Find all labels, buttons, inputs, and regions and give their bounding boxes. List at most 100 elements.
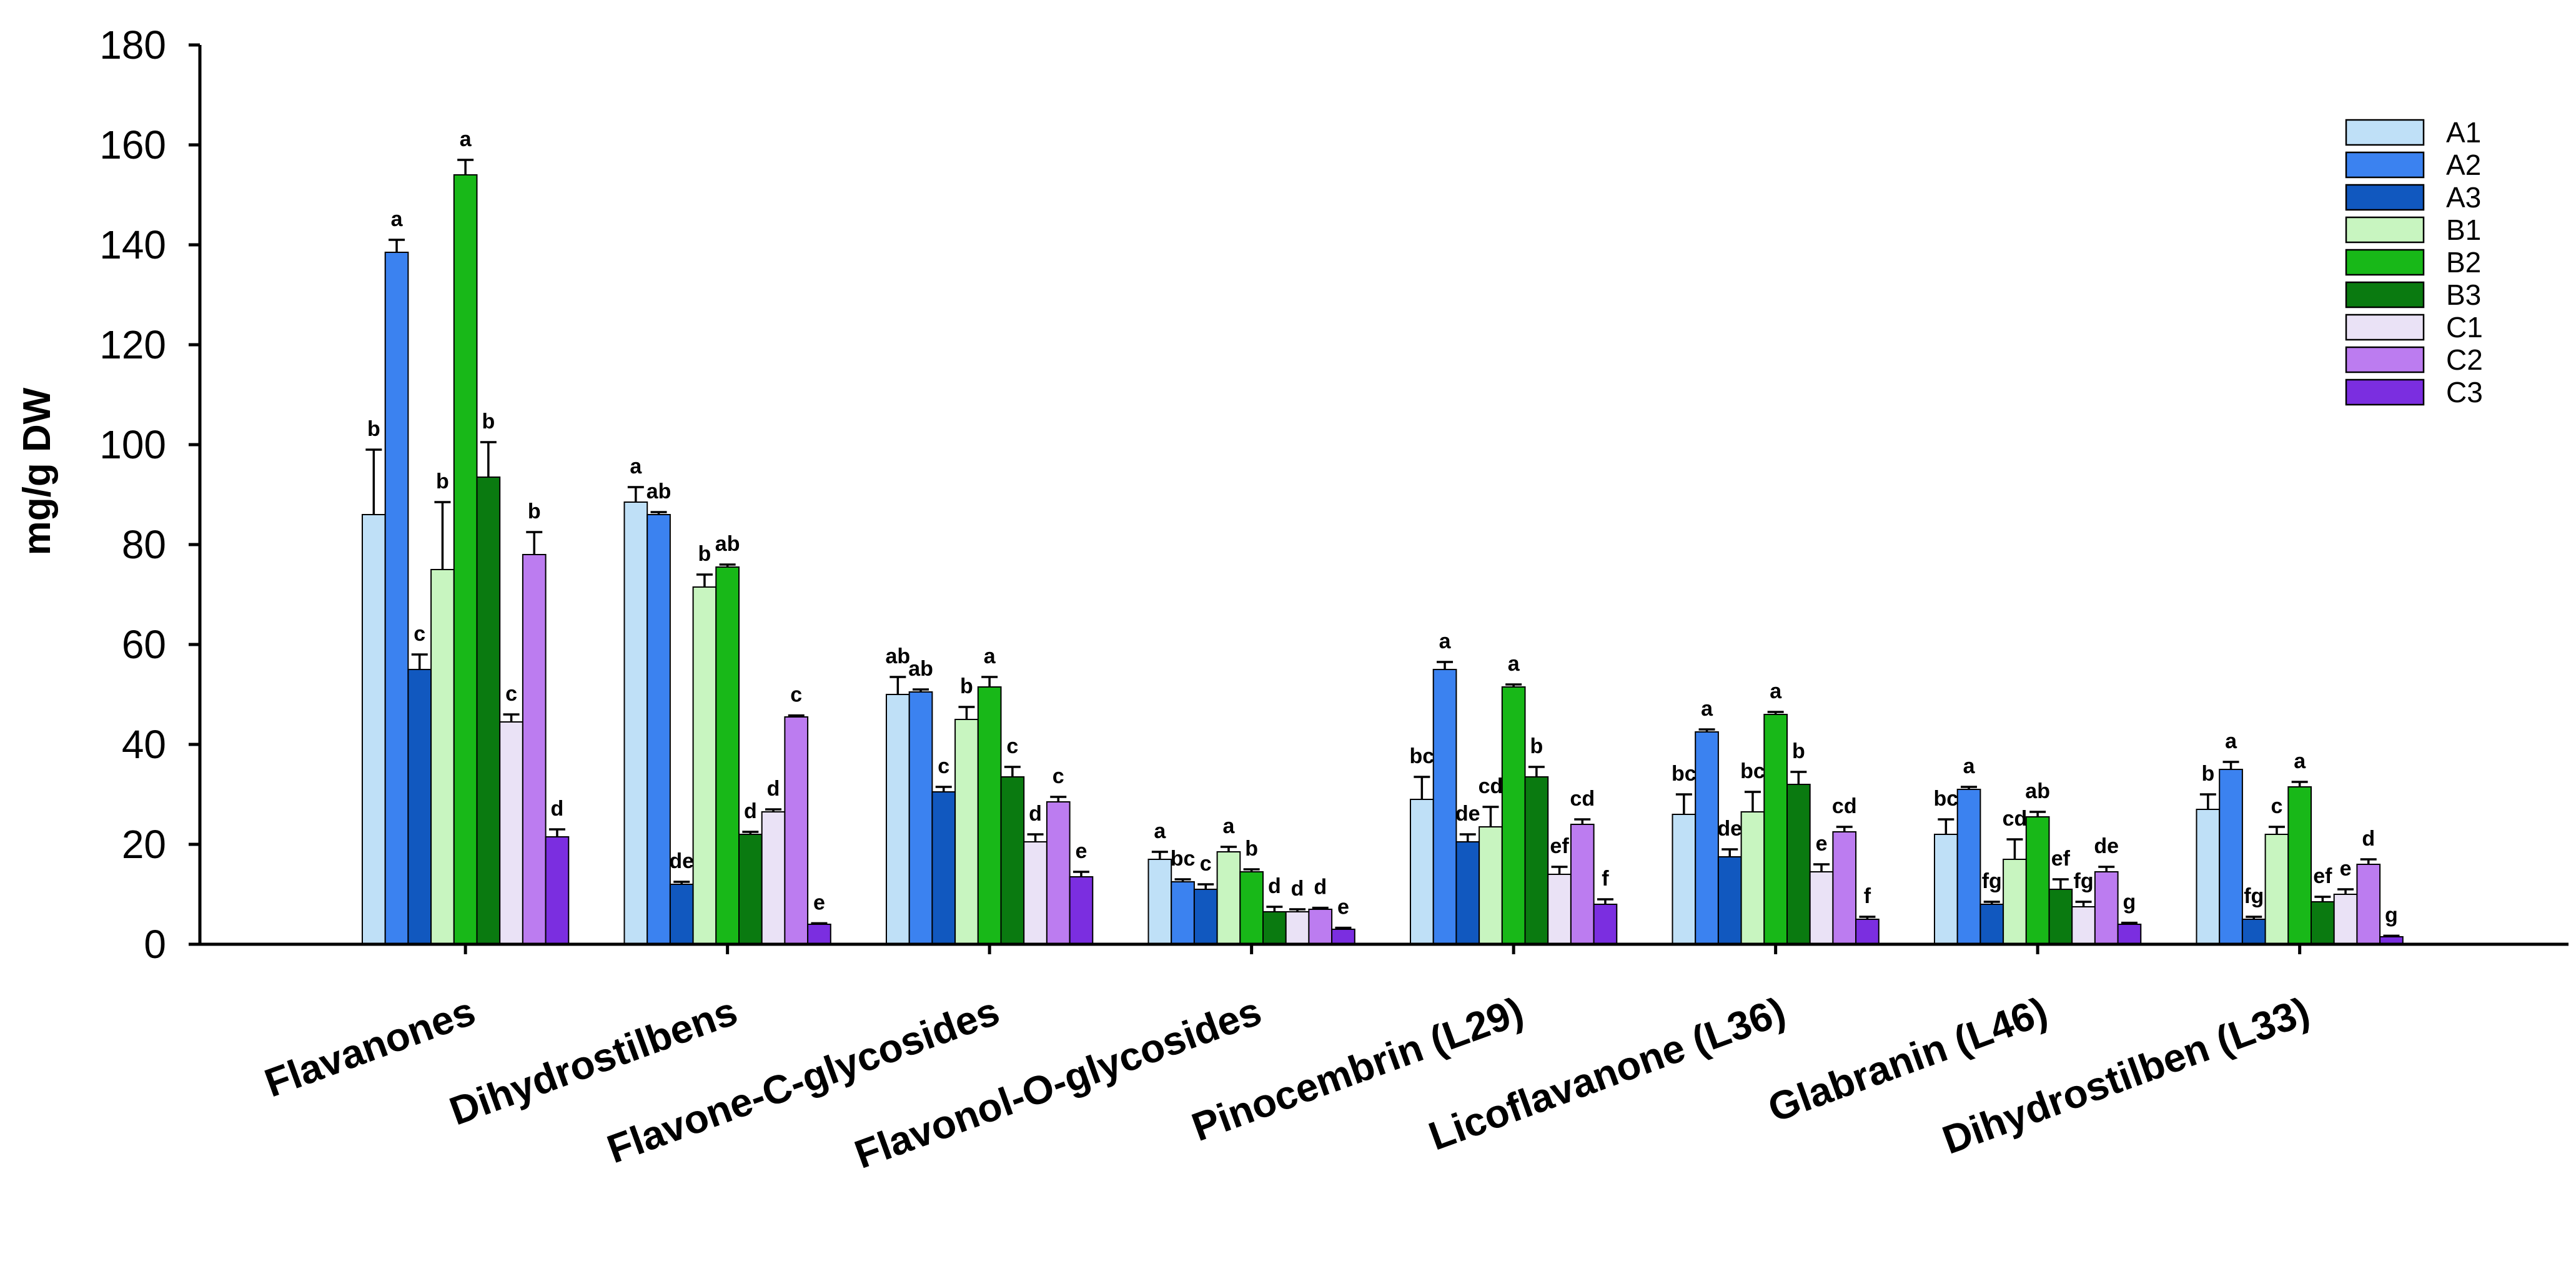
error-bar <box>913 688 929 692</box>
significance-letter: bc <box>1410 744 1435 768</box>
error-bar <box>1767 711 1784 714</box>
bar-A2-4 <box>1432 669 1457 945</box>
error-bar <box>1482 806 1499 827</box>
significance-letter: d <box>1314 876 1327 899</box>
legend-swatch-B2 <box>2345 249 2425 276</box>
significance-letter: b <box>2201 762 2214 786</box>
bar-A2-0 <box>384 252 409 945</box>
significance-letter: c <box>1200 852 1212 876</box>
bar-C1-3 <box>1285 911 1310 945</box>
bar-A2-2 <box>908 691 933 945</box>
error-bar <box>1859 916 1876 919</box>
significance-letter: d <box>744 799 757 823</box>
significance-letter: b <box>1792 739 1805 763</box>
significance-letter: f <box>1864 884 1871 908</box>
significance-letter: d <box>1268 874 1281 898</box>
error-bar <box>935 786 952 792</box>
significance-letter: a <box>984 644 996 668</box>
y-tick-label: 160 <box>99 122 166 167</box>
error-bar <box>765 808 782 812</box>
legend-swatch-B1 <box>2345 216 2425 244</box>
bar-B3-4 <box>1524 776 1549 945</box>
bar-A3-3 <box>1193 889 1218 945</box>
significance-letter: a <box>460 127 472 151</box>
significance-letter: ab <box>908 657 933 681</box>
significance-letter: b <box>436 470 449 493</box>
significance-letter: ab <box>646 480 671 503</box>
significance-letter: c <box>938 754 949 778</box>
significance-letter: ef <box>2051 847 2071 871</box>
error-bar <box>1437 661 1454 669</box>
error-bar <box>2052 878 2069 889</box>
significance-letter: d <box>767 777 780 801</box>
significance-letter: b <box>482 410 495 433</box>
error-bar <box>1813 863 1830 872</box>
error-bar <box>889 676 906 694</box>
error-bar <box>1266 906 1283 912</box>
significance-letter: cd <box>1570 787 1595 811</box>
bar-C1-1 <box>761 811 786 945</box>
error-bar <box>1790 771 1807 784</box>
bar-B2-7 <box>2287 786 2312 945</box>
error-bar <box>1505 683 1522 687</box>
legend-label: A3 <box>2446 181 2481 214</box>
bar-C1-0 <box>499 721 523 945</box>
error-bar <box>2246 916 2262 919</box>
significance-letter: bc <box>1740 759 1765 783</box>
error-bar <box>1698 728 1715 732</box>
significance-letter: a <box>2294 749 2306 773</box>
significance-letter: fg <box>2074 869 2094 893</box>
bar-C3-3 <box>1331 929 1355 945</box>
bar-C1-7 <box>2333 894 2358 945</box>
bar-B1-6 <box>2003 859 2027 945</box>
bar-B1-2 <box>954 719 979 945</box>
error-bar <box>2029 811 2046 817</box>
bar-A1-5 <box>1672 814 1697 945</box>
error-bar <box>2121 921 2138 924</box>
legend-label: C1 <box>2446 311 2483 343</box>
bar-C2-7 <box>2356 864 2381 945</box>
error-bar <box>1174 878 1191 882</box>
error-bar <box>981 676 998 687</box>
legend-swatch-C2 <box>2345 346 2425 373</box>
bar-A2-1 <box>646 514 671 945</box>
significance-letter: de <box>669 849 694 873</box>
bar-A1-6 <box>1934 834 1958 945</box>
significance-letter: e <box>1816 832 1828 856</box>
error-bar <box>1050 796 1067 802</box>
error-bar <box>2199 793 2216 809</box>
bar-A3-1 <box>669 884 694 945</box>
bar-A1-3 <box>1147 859 1172 945</box>
error-bar <box>411 653 428 669</box>
bar-C1-5 <box>1809 871 1834 945</box>
error-bar <box>1938 818 1954 834</box>
legend-label: C2 <box>2446 343 2483 376</box>
legend-label: B3 <box>2446 279 2481 311</box>
y-axis-label: mg/g DW <box>16 387 59 555</box>
error-bar <box>1220 846 1237 852</box>
legend-swatch-C3 <box>2345 378 2425 406</box>
legend-label: B2 <box>2446 246 2481 279</box>
bar-B2-5 <box>1763 714 1788 945</box>
x-axis: FlavanonesDihydrostilbensFlavone-C-glyco… <box>200 942 2569 1177</box>
bar-C3-2 <box>1069 876 1094 945</box>
bar-B2-6 <box>2025 816 2050 945</box>
y-tick-label: 20 <box>122 822 166 867</box>
bar-C2-1 <box>784 716 809 945</box>
legend-swatch-C1 <box>2345 314 2425 341</box>
significance-letter: e <box>1337 896 1349 919</box>
significance-letter: d <box>1291 877 1304 901</box>
significance-letter: e <box>813 891 825 914</box>
bar-B1-4 <box>1479 826 1503 945</box>
significance-letter: c <box>1053 764 1064 788</box>
error-bar <box>811 922 828 925</box>
bar-A3-6 <box>1979 904 2004 945</box>
significance-letter: b <box>698 542 711 566</box>
bar-C2-0 <box>522 554 547 945</box>
y-tick-label: 0 <box>144 922 166 967</box>
significance-letter: ab <box>886 644 911 668</box>
y-tick-label: 80 <box>122 522 166 567</box>
significance-letter: de <box>2094 834 2119 858</box>
significance-letter: a <box>1154 819 1166 843</box>
